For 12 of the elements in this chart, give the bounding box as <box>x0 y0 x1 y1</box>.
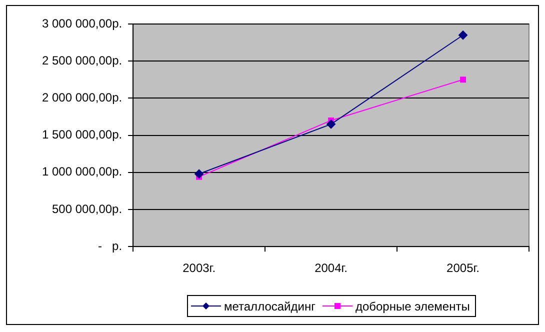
legend-label: металлосайдинг <box>224 299 316 314</box>
y-tick-label: - р. <box>98 238 122 253</box>
y-tick-label: 2 000 000,00р. <box>42 90 122 105</box>
legend-label: доборные элементы <box>355 299 470 314</box>
y-tick-label: 500 000,00р. <box>52 202 122 216</box>
y-tick-label: 2 500 000,00р. <box>42 53 122 68</box>
y-tick-label: 1 000 000,00р. <box>42 164 122 179</box>
x-tick-label: 2003г. <box>182 261 216 276</box>
x-tick-label: 2004г. <box>314 261 348 276</box>
x-tick-label: 2005г. <box>446 261 480 276</box>
y-tick-label: 1 500 000,00р. <box>42 128 122 142</box>
y-tick-label: 3 000 000,00р. <box>42 16 122 30</box>
